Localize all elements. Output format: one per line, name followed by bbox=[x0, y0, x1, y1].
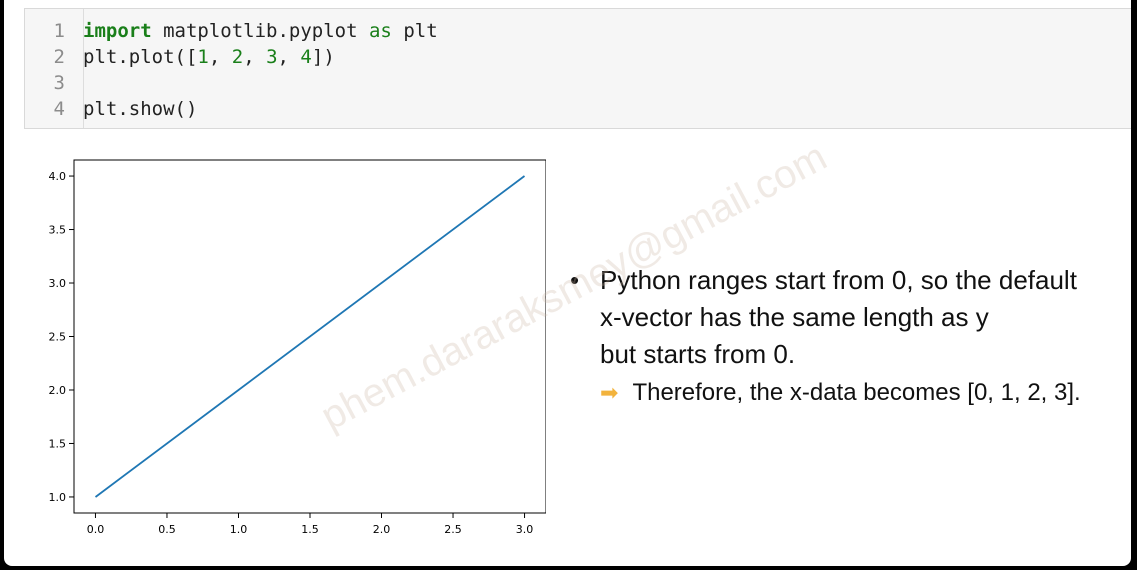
y-tick-label: 2.0 bbox=[49, 384, 67, 397]
x-tick-label: 2.0 bbox=[373, 523, 391, 536]
bullet-line-1: Python ranges start from 0, so the defau… bbox=[600, 265, 1077, 295]
x-tick-label: 0.5 bbox=[158, 523, 176, 536]
x-tick-label: 2.5 bbox=[444, 523, 462, 536]
line-number: 3 bbox=[53, 72, 65, 94]
sub-point: ➡ Therefore, the x-data becomes [0, 1, 2,… bbox=[600, 376, 1081, 410]
x-tick-label: 0.0 bbox=[87, 523, 105, 536]
x-tick-label: 3.0 bbox=[516, 523, 534, 536]
code-cell[interactable]: 1 import matplotlib.pyplot as plt 2 plt.plo… bbox=[24, 8, 1131, 129]
x-tick-label: 1.5 bbox=[301, 523, 319, 536]
bullet-line-3: but starts from 0. bbox=[600, 339, 796, 369]
y-tick-label: 1.0 bbox=[49, 491, 67, 504]
y-tick-label: 2.5 bbox=[49, 331, 67, 344]
line-number-gutter bbox=[25, 9, 84, 128]
y-tick-label: 3.0 bbox=[49, 277, 67, 290]
series-line bbox=[94, 175, 526, 498]
line-number: 2 bbox=[53, 46, 65, 68]
line-number: 1 bbox=[53, 20, 65, 42]
slide-page: 1 import matplotlib.pyplot as plt 2 plt.plo… bbox=[4, 0, 1131, 566]
line-chart: 0.0 0.5 1.0 1.5 2.0 2.5 3.0 1.0 1.5 2.0 2.5 3.0 3.5 4… bbox=[49, 159, 546, 536]
y-tick-label: 4.0 bbox=[49, 170, 67, 183]
code-line: plt.show() bbox=[83, 98, 198, 120]
bullet-icon: • bbox=[570, 265, 580, 295]
y-tick-label: 3.5 bbox=[49, 224, 67, 237]
code-line: import matplotlib.pyplot as plt bbox=[83, 20, 438, 42]
arrow-right-icon: ➡ bbox=[600, 380, 619, 405]
code-line: plt.plot([1, 2, 3, 4]) bbox=[83, 46, 335, 68]
y-tick-label: 1.5 bbox=[49, 437, 67, 450]
bullet-line-2: x-vector has the same length as y bbox=[600, 302, 989, 332]
bullet-text: Python ranges start from 0, so the defau… bbox=[600, 262, 1120, 373]
sub-point-text: Therefore, the x-data becomes [0, 1, 2, … bbox=[632, 379, 1081, 406]
line-number: 4 bbox=[53, 98, 65, 120]
x-tick-label: 1.0 bbox=[230, 523, 248, 536]
